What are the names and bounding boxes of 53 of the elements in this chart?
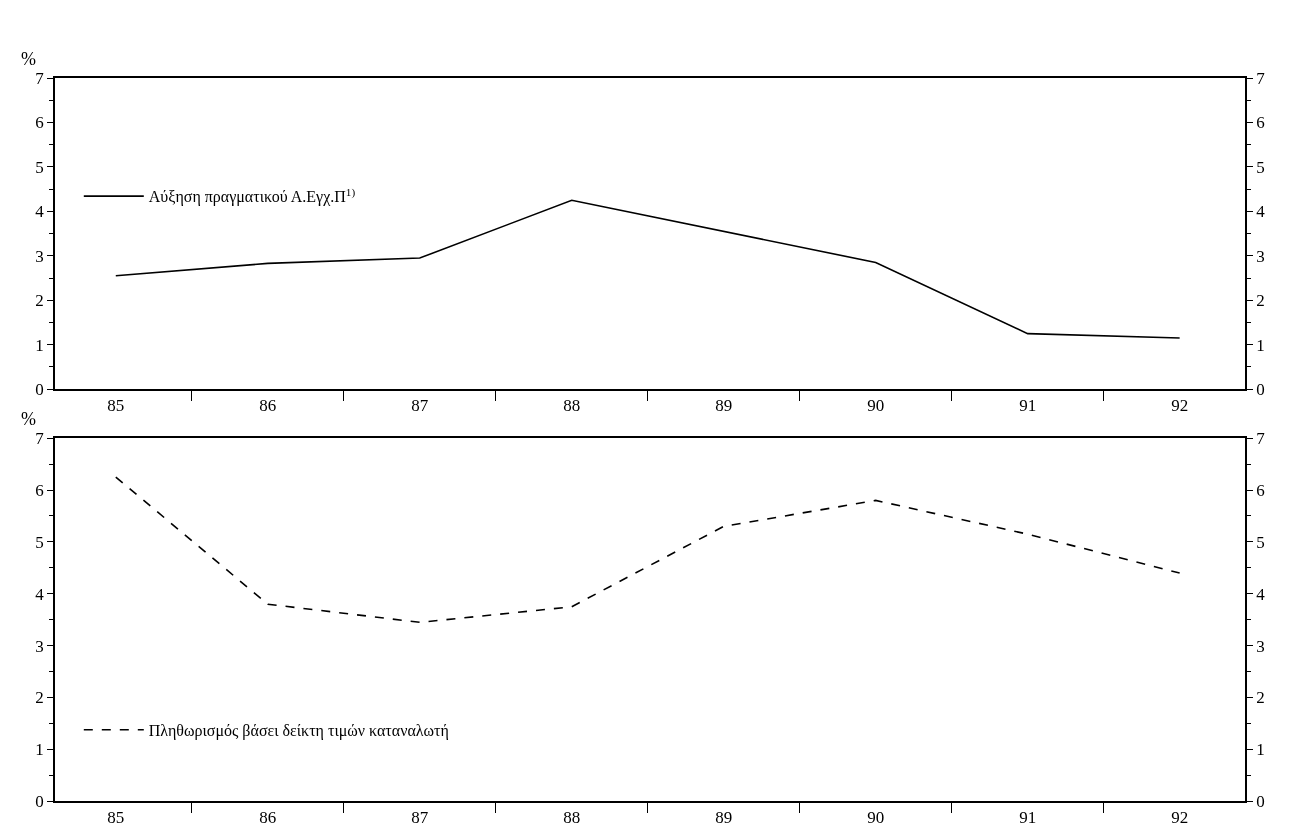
- y-tick-label: 4: [35, 202, 45, 222]
- y-tick-label: 6: [35, 481, 44, 501]
- y2-tick-label: 3: [1256, 636, 1265, 656]
- x-tick-label: 92: [1171, 396, 1189, 416]
- y-axis-title: %: [21, 49, 36, 69]
- x-tick-label: 92: [1171, 808, 1189, 828]
- y-tick-label: 1: [35, 740, 44, 760]
- y-tick-label: 0: [35, 380, 44, 400]
- y2-tick-label: 1: [1256, 335, 1265, 355]
- x-tick-label: 87: [411, 808, 429, 828]
- y2-tick-label: 6: [1256, 113, 1265, 133]
- y-tick-label: 7: [35, 429, 45, 449]
- y-tick-label: 5: [35, 157, 44, 177]
- y2-tick-label: 5: [1256, 532, 1265, 552]
- x-tick-label: 88: [563, 808, 581, 828]
- y2-tick-label: 0: [1256, 792, 1265, 812]
- y2-tick-label: 0: [1256, 380, 1265, 400]
- y2-tick-label: 5: [1256, 157, 1265, 177]
- x-tick-label: 85: [107, 808, 125, 828]
- y-axis-title: %: [21, 409, 36, 429]
- x-tick-label: 90: [867, 808, 885, 828]
- y2-tick-label: 4: [1256, 202, 1266, 222]
- line-series: [114, 476, 1181, 624]
- y2-tick-label: 2: [1256, 291, 1265, 311]
- y2-tick-label: 4: [1256, 584, 1266, 604]
- y-tick-label: 3: [35, 636, 44, 656]
- y2-tick-label: 7: [1256, 429, 1266, 449]
- x-tick-label: 91: [1019, 396, 1037, 416]
- y-tick-label: 1: [35, 335, 44, 355]
- y-tick-label: 4: [35, 584, 45, 604]
- y2-tick-label: 6: [1256, 481, 1265, 501]
- x-tick-label: 85: [107, 396, 125, 416]
- y2-tick-label: 3: [1256, 246, 1265, 266]
- y2-tick-label: 1: [1256, 740, 1265, 760]
- y2-tick-label: 7: [1256, 69, 1266, 88]
- x-tick-label: 89: [715, 808, 733, 828]
- y-tick-label: 2: [35, 291, 44, 311]
- legend-label: Πληθωρισμός βάσει δείκτη τιμών καταναλωτή: [148, 721, 449, 740]
- y-tick-label: 6: [35, 113, 44, 133]
- x-tick-label: 91: [1019, 808, 1037, 828]
- y-tick-label: 7: [35, 69, 45, 88]
- x-tick-label: 89: [715, 396, 733, 416]
- legend-label: Αύξηση πραγματικού Α.Εγχ.Π$^{1)}$: [148, 185, 356, 207]
- y-tick-label: 3: [35, 246, 44, 266]
- x-tick-label: 86: [259, 808, 277, 828]
- x-tick-label: 87: [411, 396, 429, 416]
- x-tick-label: 88: [563, 396, 581, 416]
- y-tick-label: 5: [35, 532, 44, 552]
- x-tick-label: 90: [867, 396, 885, 416]
- y2-tick-label: 2: [1256, 688, 1265, 708]
- y-tick-label: 2: [35, 688, 44, 708]
- x-tick-label: 86: [259, 396, 277, 416]
- y-tick-label: 0: [35, 792, 44, 812]
